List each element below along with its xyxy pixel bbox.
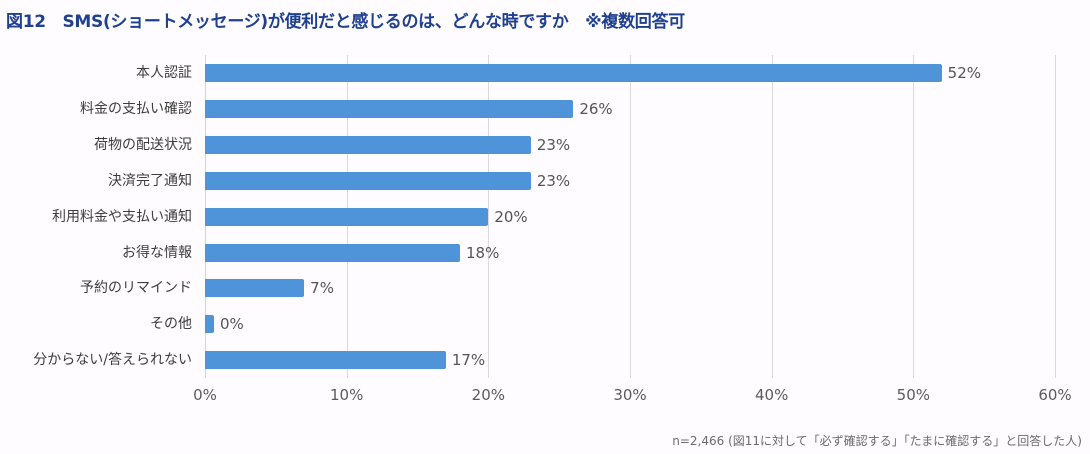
category-label: お得な情報 <box>122 244 192 261</box>
value-label: 52% <box>947 64 981 82</box>
bar <box>205 243 460 262</box>
gridline <box>488 55 490 378</box>
chart-title: 図12 SMS(ショートメッセージ)が便利だと感じるのは、どんな時ですか ※複数… <box>6 12 685 32</box>
bar <box>205 135 531 154</box>
category-label: 決済完了通知 <box>108 172 192 189</box>
value-label: 23% <box>536 171 571 190</box>
x-tick-label: 40% <box>754 386 789 404</box>
value-label: 23% <box>536 135 571 154</box>
value-label: 18% <box>466 243 500 262</box>
x-tick-label: 50% <box>896 386 930 404</box>
bar <box>205 64 942 82</box>
bar <box>205 99 574 118</box>
category-label: 荷物の配送状況 <box>94 136 192 153</box>
value-label: 20% <box>494 207 528 226</box>
value-label: 7% <box>310 279 334 298</box>
category-label: 分からない/答えられない <box>33 352 192 369</box>
category-label: 利用料金や支払い通知 <box>52 208 192 225</box>
bar <box>205 207 489 226</box>
bar <box>205 279 305 298</box>
bar <box>205 171 531 190</box>
sample-size-note: n=2,466 (図11に対して「必ず確認する」「たまに確認する」と回答した人) <box>672 434 1082 448</box>
x-tick-label: 10% <box>329 386 364 404</box>
x-tick-label: 20% <box>471 386 505 404</box>
gridline <box>1055 55 1056 378</box>
category-label: 本人認証 <box>136 65 192 81</box>
x-tick-label: 60% <box>1038 386 1072 404</box>
x-tick-label: 30% <box>613 386 647 404</box>
gridline <box>913 55 915 378</box>
x-tick-label: 0% <box>193 386 217 404</box>
value-label: 26% <box>579 99 613 118</box>
gridline <box>771 55 773 378</box>
category-label: 料金の支払い確認 <box>80 100 192 117</box>
value-label: 17% <box>451 351 486 370</box>
category-label: その他 <box>150 316 192 333</box>
category-label: 予約のリマインド <box>80 280 192 297</box>
gridline <box>630 55 631 378</box>
value-label: 0% <box>220 315 244 334</box>
plot-area: 本人認証 52% 料金の支払い確認 26% 荷物の配送状況 23% 決済完了通知 23% 利用料… <box>33 55 1056 378</box>
bar <box>205 351 446 370</box>
bar <box>205 315 214 334</box>
